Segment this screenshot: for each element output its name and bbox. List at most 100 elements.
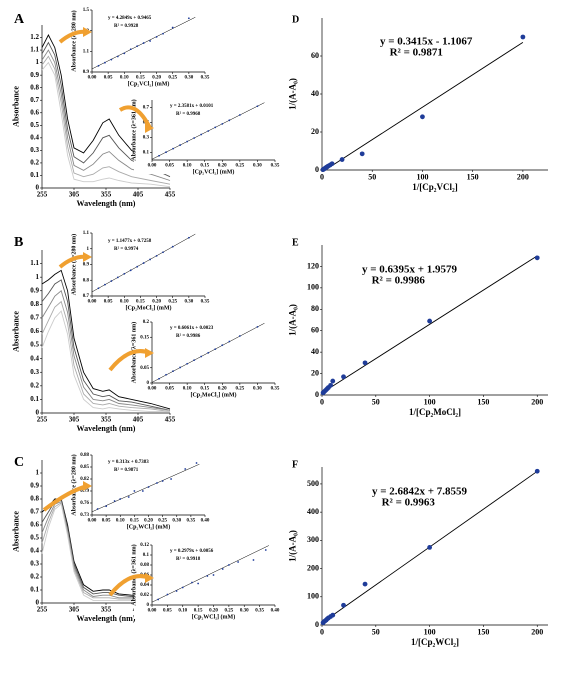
- data-point: [171, 26, 174, 29]
- y-tick-label: 0.6: [30, 521, 39, 529]
- y-tick-label: 0.1: [30, 395, 39, 403]
- y-tick-label: 0.8: [30, 495, 39, 503]
- data-point: [193, 137, 196, 139]
- x-tick-label: 0.15: [200, 387, 209, 392]
- inset-background: [134, 541, 279, 619]
- y-tick-label: 1.1: [30, 46, 39, 54]
- y-tick-label: 0.3: [30, 368, 39, 376]
- arrow-head: [145, 348, 154, 358]
- x-tick-label: 355: [101, 606, 112, 614]
- y-tick-label: 1.2: [30, 33, 39, 41]
- equation: y = 2.6842x + 7.8559: [372, 486, 468, 498]
- data-point: [200, 355, 203, 358]
- x-tick-label: 100: [424, 397, 436, 406]
- y-tick-label: 0.2: [30, 381, 39, 389]
- panel-letter: C: [14, 455, 24, 470]
- y-tick-label: 0.76: [80, 501, 89, 506]
- x-tick-label: 0.15: [194, 609, 203, 614]
- data-point: [136, 45, 139, 48]
- y-tick-label: 300: [307, 535, 319, 544]
- data-point: [534, 468, 540, 474]
- x-tick-label: 150: [477, 397, 489, 406]
- y-tick-label: 0.3: [30, 560, 39, 568]
- inset-background: [134, 96, 279, 174]
- y-tick-label: 0: [315, 165, 319, 174]
- spectrum-line: [41, 55, 171, 185]
- x-tick-label: 100: [424, 627, 436, 636]
- data-point: [142, 262, 145, 264]
- y-tick-label: 0.8: [30, 300, 39, 308]
- spectrum-line: [41, 34, 171, 174]
- data-point: [175, 590, 178, 592]
- data-point: [133, 490, 136, 492]
- y-tick-label: 0.4: [30, 354, 39, 362]
- y-tick-label: 0.7: [143, 106, 150, 111]
- data-point: [207, 351, 210, 354]
- data-point: [149, 40, 152, 42]
- x-tick-label: 255: [37, 416, 48, 424]
- y-tick-label: 0.88: [80, 453, 89, 458]
- x-tick-label: 0.25: [158, 519, 167, 524]
- spectrum-line: [41, 503, 170, 603]
- x-tick-label: 0.20: [209, 609, 218, 614]
- x-tick-label: 405: [133, 191, 144, 199]
- x-tick-label: 0.15: [136, 76, 145, 81]
- y-tick-label: 80: [311, 304, 319, 313]
- data-point: [123, 52, 126, 55]
- data-point: [197, 582, 200, 585]
- data-point: [105, 505, 108, 508]
- spectrum-line: [41, 49, 171, 181]
- y-tick-label: 0.15: [140, 335, 149, 340]
- equation: y = 2.3581x + 0.0101: [170, 104, 214, 109]
- x-tick-label: 0.00: [88, 300, 97, 305]
- y-tick-label: 20: [311, 127, 319, 136]
- x-tick-label: 200: [517, 172, 529, 181]
- data-point: [193, 359, 196, 362]
- data-point: [328, 382, 334, 388]
- data-point: [158, 377, 160, 380]
- x-tick-label: 0.05: [165, 164, 174, 169]
- y-tick-label: 0.6: [30, 108, 39, 116]
- x-tick-label: 0.15: [136, 300, 145, 305]
- equation: y = 0.313x + 0.7383: [108, 460, 149, 465]
- data-point: [221, 344, 224, 347]
- equation: y = 0.6395x + 1.9579: [362, 264, 458, 276]
- data-point: [172, 370, 174, 373]
- y-tick-label: 0.9: [83, 263, 90, 268]
- data-point: [420, 114, 425, 120]
- y-axis-label: 1/(A-A₀): [287, 304, 297, 336]
- y-tick-label: 0.4: [30, 133, 39, 141]
- y-axis-label: Absorbance (λ=280 nm): [70, 234, 77, 295]
- x-axis-label: [Cp₂MoCl₂] (mM): [190, 391, 236, 398]
- data-point: [341, 602, 346, 608]
- y-tick-label: 0.1: [143, 151, 150, 156]
- data-point: [520, 34, 526, 40]
- x-tick-label: 0.35: [187, 519, 196, 524]
- y-tick-label: 0.7: [30, 508, 39, 516]
- x-tick-label: 0.05: [165, 387, 174, 392]
- data-point: [187, 17, 190, 20]
- arrow-head: [145, 123, 154, 133]
- y-tick-label: 0.5: [30, 341, 39, 349]
- x-axis-label: 1/[Cp₂VCl₂]: [412, 182, 457, 192]
- y-tick-label: 40: [311, 347, 319, 356]
- panel-letter: B: [14, 235, 23, 250]
- data-point: [362, 360, 368, 366]
- arrow: [118, 105, 152, 129]
- x-tick-label: 355: [101, 191, 112, 199]
- y-tick-label: 0.9: [83, 70, 90, 75]
- data-point: [264, 549, 267, 551]
- x-tick-label: 0.15: [130, 519, 139, 524]
- y-tick-label: 1: [36, 469, 40, 477]
- y-tick-label: 0.9: [30, 482, 39, 490]
- arrow-head: [145, 573, 154, 583]
- x-tick-label: 0: [320, 172, 324, 181]
- y-tick-label: 0.12: [140, 543, 149, 548]
- data-point: [195, 462, 198, 464]
- x-tick-label: 0.20: [152, 76, 161, 81]
- x-tick-label: 455: [165, 416, 176, 424]
- y-tick-label: 0.04: [140, 583, 149, 588]
- data-point: [104, 61, 106, 64]
- x-tick-label: 0.00: [148, 164, 157, 169]
